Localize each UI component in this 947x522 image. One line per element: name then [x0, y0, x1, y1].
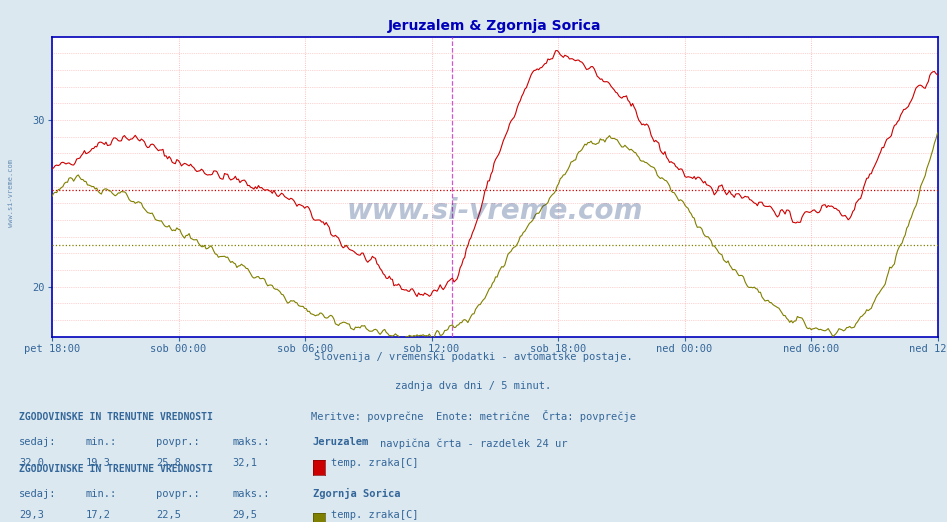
Text: sedaj:: sedaj:	[19, 437, 57, 447]
Text: povpr.:: povpr.:	[156, 437, 200, 447]
Text: min.:: min.:	[85, 490, 116, 500]
Text: 25,8: 25,8	[156, 458, 181, 468]
Text: Meritve: povprečne  Enote: metrične  Črta: povprečje: Meritve: povprečne Enote: metrične Črta:…	[311, 410, 636, 422]
Text: navpična črta - razdelek 24 ur: navpična črta - razdelek 24 ur	[380, 438, 567, 449]
Text: min.:: min.:	[85, 437, 116, 447]
Text: ZGODOVINSKE IN TRENUTNE VREDNOSTI: ZGODOVINSKE IN TRENUTNE VREDNOSTI	[19, 412, 213, 422]
Text: 17,2: 17,2	[85, 510, 110, 520]
Text: povpr.:: povpr.:	[156, 490, 200, 500]
Text: 29,3: 29,3	[19, 510, 44, 520]
Text: zadnja dva dni / 5 minut.: zadnja dva dni / 5 minut.	[396, 381, 551, 391]
Text: temp. zraka[C]: temp. zraka[C]	[331, 458, 419, 468]
Text: www.si-vreme.com: www.si-vreme.com	[8, 159, 13, 227]
Text: maks.:: maks.:	[232, 437, 270, 447]
Text: sedaj:: sedaj:	[19, 490, 57, 500]
Text: 32,0: 32,0	[19, 458, 44, 468]
Text: 32,1: 32,1	[232, 458, 257, 468]
Text: Slovenija / vremenski podatki - avtomatske postaje.: Slovenija / vremenski podatki - avtomats…	[314, 352, 633, 362]
Text: maks.:: maks.:	[232, 490, 270, 500]
Text: Zgornja Sorica: Zgornja Sorica	[313, 489, 400, 500]
Text: 19,3: 19,3	[85, 458, 110, 468]
Text: 29,5: 29,5	[232, 510, 257, 520]
Text: Jeruzalem: Jeruzalem	[313, 437, 368, 447]
Text: ZGODOVINSKE IN TRENUTNE VREDNOSTI: ZGODOVINSKE IN TRENUTNE VREDNOSTI	[19, 465, 213, 474]
Text: temp. zraka[C]: temp. zraka[C]	[331, 510, 419, 520]
Text: 22,5: 22,5	[156, 510, 181, 520]
Text: www.si-vreme.com: www.si-vreme.com	[347, 197, 643, 224]
Title: Jeruzalem & Zgornja Sorica: Jeruzalem & Zgornja Sorica	[388, 19, 601, 32]
